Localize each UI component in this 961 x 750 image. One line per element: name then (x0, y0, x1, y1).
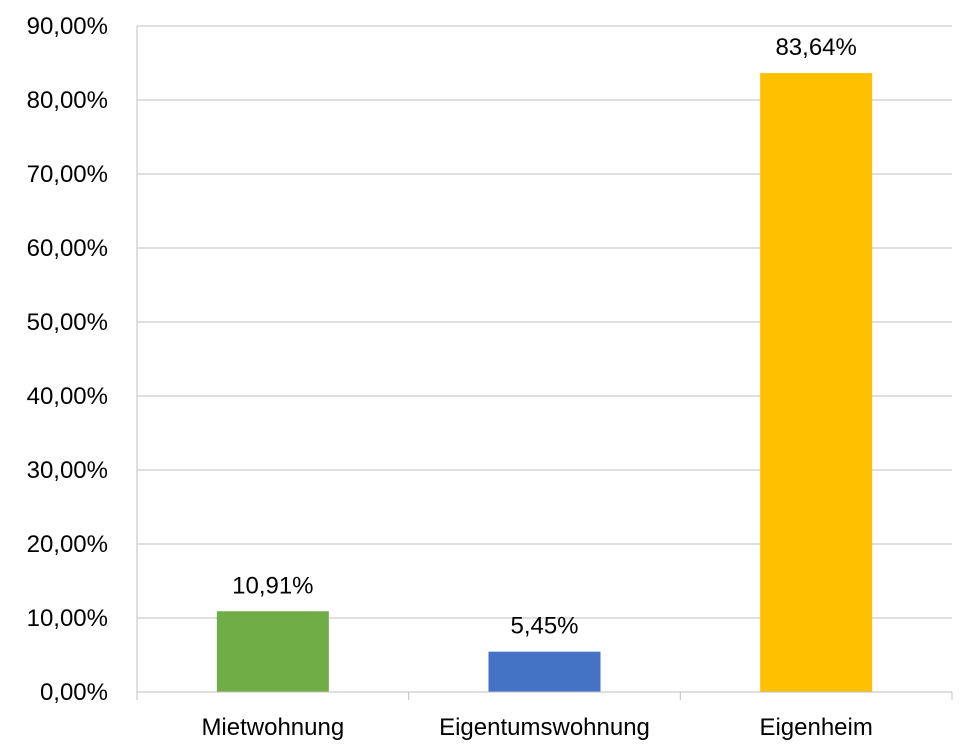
data-label: 83,64% (775, 34, 856, 61)
y-tick-label: 20,00% (27, 531, 108, 558)
y-tick-label: 60,00% (27, 235, 108, 262)
y-tick-label: 30,00% (27, 457, 108, 484)
data-label: 5,45% (510, 613, 578, 640)
data-labels: 10,91% 5,45% 83,64% (232, 34, 857, 640)
bar-mietwohnung (216, 611, 329, 692)
y-tick-label: 50,00% (27, 309, 108, 336)
y-tick-label: 0,00% (40, 679, 108, 706)
x-category-label: Eigenheim (759, 714, 872, 741)
y-tick-label: 40,00% (27, 383, 108, 410)
x-axis: Mietwohnung Eigentumswohnung Eigenheim (136, 26, 953, 741)
y-tick-label: 90,00% (27, 13, 108, 40)
y-axis-ticks: 0,00% 10,00% 20,00% 30,00% 40,00% 50,00% 60,00… (27, 13, 108, 706)
bar-eigentumswohnung (488, 651, 601, 692)
bar-eigenheim (760, 73, 873, 692)
y-tick-label: 10,00% (27, 605, 108, 632)
y-tick-label: 80,00% (27, 87, 108, 114)
data-label: 10,91% (232, 572, 313, 599)
gridlines (137, 25, 952, 619)
y-tick-label: 70,00% (27, 161, 108, 188)
bars (216, 73, 873, 692)
x-category-label: Eigentumswohnung (439, 714, 650, 741)
x-category-label: Mietwohnung (201, 714, 344, 741)
